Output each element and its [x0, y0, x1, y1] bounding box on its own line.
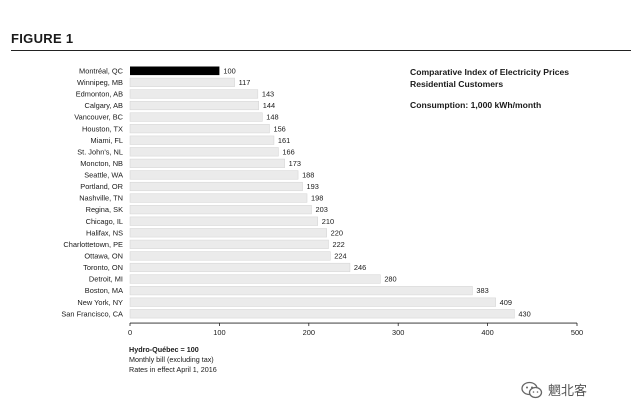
- bar: [129, 274, 381, 284]
- value-label: 203: [315, 205, 327, 214]
- bar: [129, 147, 279, 157]
- value-label: 222: [332, 240, 344, 249]
- bar: [129, 170, 299, 180]
- category-label: Toronto, ON: [83, 263, 123, 272]
- bar-highlight: [130, 66, 220, 76]
- x-tick-label: 300: [392, 328, 404, 337]
- x-tick-label: 100: [213, 328, 225, 337]
- value-label: 198: [311, 194, 323, 203]
- category-label: Ottawa, ON: [84, 252, 123, 261]
- watermark: 魍北客: [521, 380, 587, 399]
- value-label: 430: [518, 309, 530, 318]
- bar: [129, 89, 259, 99]
- category-label: Calgary, AB: [85, 101, 124, 110]
- category-label: San Francisco, CA: [61, 309, 123, 318]
- footer-line-1: Monthly bill (excluding tax): [129, 355, 214, 364]
- header-rule: [11, 50, 631, 51]
- bar: [129, 239, 329, 249]
- category-label: Houston, TX: [82, 124, 123, 133]
- category-label: Winnipeg, MB: [77, 78, 123, 87]
- category-label: Vancouver, BC: [74, 113, 123, 122]
- bar: [129, 216, 318, 226]
- category-label: Nashville, TN: [79, 194, 123, 203]
- bar: [129, 124, 270, 134]
- bar: [129, 135, 275, 145]
- bar: [129, 286, 473, 296]
- bar: [129, 262, 351, 273]
- category-label: Miami, FL: [91, 136, 123, 145]
- value-label: 117: [239, 78, 251, 87]
- value-label: 280: [384, 275, 396, 284]
- bar: [129, 205, 312, 215]
- watermark-text: 魍北客: [548, 383, 588, 398]
- value-label: 210: [322, 217, 334, 226]
- footer-line-2: Rates in effect April 1, 2016: [129, 365, 217, 374]
- value-label: 144: [263, 101, 275, 110]
- footer-title: Hydro-Québec = 100: [129, 345, 199, 354]
- chart-subtitle: Residential Customers: [410, 79, 503, 89]
- x-tick-label: 0: [128, 328, 132, 337]
- value-label: 193: [307, 182, 319, 191]
- x-tick-label: 200: [303, 328, 315, 337]
- value-label: 224: [334, 252, 346, 261]
- bar: [129, 112, 263, 122]
- category-label: Seattle, WA: [84, 171, 123, 180]
- value-label: 156: [273, 124, 285, 133]
- bar: [129, 309, 515, 319]
- value-label: 220: [331, 228, 343, 237]
- value-label: 188: [302, 171, 314, 180]
- bar: [129, 77, 235, 87]
- value-label: 166: [282, 147, 294, 156]
- bar: [129, 100, 259, 111]
- value-label: 148: [266, 113, 278, 122]
- category-label: Chicago, IL: [86, 217, 123, 226]
- x-tick-label: 500: [571, 328, 583, 337]
- category-label: Edmonton, AB: [76, 90, 123, 99]
- category-label: Moncton, NB: [80, 159, 123, 168]
- chart-footer: Hydro-Québec = 100 Monthly bill (excludi…: [129, 345, 217, 375]
- bar: [129, 181, 303, 192]
- category-label: Detroit, MI: [89, 275, 123, 284]
- chart-title: Comparative Index of Electricity Prices: [410, 67, 569, 77]
- bar: [129, 251, 331, 261]
- wechat-icon: [521, 381, 543, 398]
- bar: [129, 297, 496, 307]
- value-label: 161: [278, 136, 290, 145]
- category-label: St. John's, NL: [77, 147, 123, 156]
- figure-label: FIGURE 1: [11, 31, 74, 46]
- chart-annotation: Consumption: 1,000 kWh/month: [410, 100, 541, 110]
- bar: [129, 193, 308, 203]
- category-label: Charlottetown, PE: [63, 240, 123, 249]
- bar: [129, 158, 285, 168]
- category-label: Halifax, NS: [86, 228, 123, 237]
- category-label: Boston, MA: [85, 286, 123, 295]
- value-label: 143: [262, 90, 274, 99]
- category-label: Regina, SK: [86, 205, 123, 214]
- category-label: New York, NY: [77, 298, 123, 307]
- value-label: 409: [500, 298, 512, 307]
- value-label: 173: [289, 159, 301, 168]
- value-label: 100: [223, 66, 235, 75]
- value-label: 246: [354, 263, 366, 272]
- bar: [129, 228, 327, 238]
- value-label: 383: [476, 286, 488, 295]
- category-label: Montréal, QC: [79, 66, 124, 75]
- category-label: Portland, OR: [80, 182, 123, 191]
- x-tick-label: 400: [481, 328, 493, 337]
